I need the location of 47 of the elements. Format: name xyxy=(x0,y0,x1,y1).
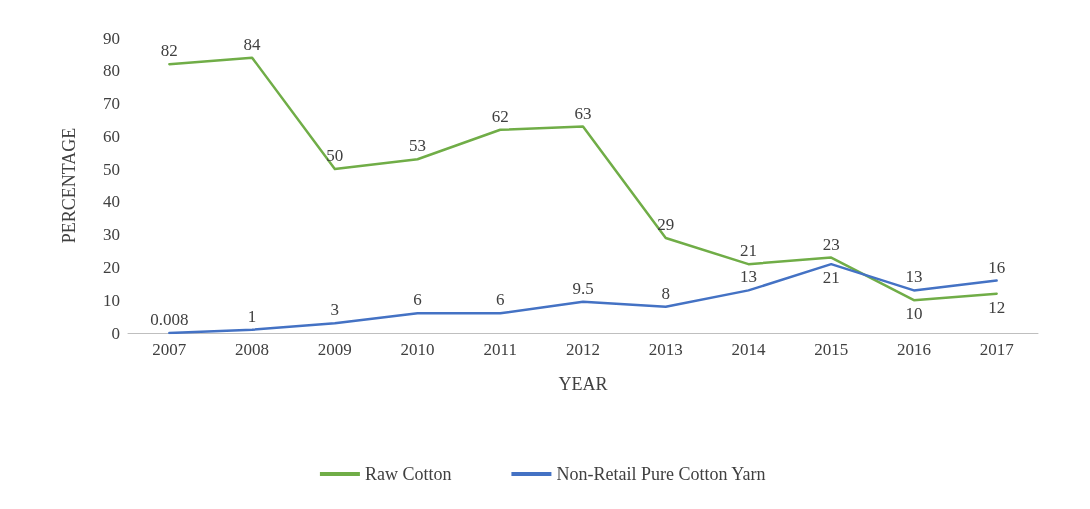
data-label: 82 xyxy=(160,41,178,61)
y-tick-label: 70 xyxy=(103,94,120,114)
data-label: 62 xyxy=(491,106,509,126)
data-label: 13 xyxy=(905,267,923,287)
data-label: 63 xyxy=(574,103,592,123)
data-label: 8 xyxy=(661,283,670,303)
data-label: 16 xyxy=(988,257,1006,277)
y-tick-label: 30 xyxy=(103,225,120,245)
y-tick-label: 40 xyxy=(103,192,120,212)
data-label: 84 xyxy=(243,34,262,54)
x-tick-label: 2009 xyxy=(317,340,352,359)
y-tick-label: 20 xyxy=(103,257,120,277)
x-tick-label: 2016 xyxy=(896,340,931,359)
x-tick-label: 2008 xyxy=(235,340,270,359)
data-label: 53 xyxy=(409,136,427,156)
data-label: 9.5 xyxy=(572,278,594,298)
data-label: 6 xyxy=(413,290,422,310)
legend-label: Raw Cotton xyxy=(364,464,452,484)
x-tick-label: 2015 xyxy=(814,340,849,359)
data-label: 50 xyxy=(326,146,344,166)
y-tick-label: 0 xyxy=(111,323,120,343)
y-tick-label: 60 xyxy=(103,126,120,146)
x-tick-label: 2011 xyxy=(483,340,517,359)
x-tick-label: 2013 xyxy=(648,340,683,359)
y-tick-label: 90 xyxy=(103,28,120,48)
data-label: 0.008 xyxy=(150,309,189,329)
data-label: 21 xyxy=(822,268,840,288)
x-tick-label: 2010 xyxy=(400,340,435,359)
data-label: 3 xyxy=(330,300,340,320)
x-axis-title: YEAR xyxy=(558,374,608,394)
y-tick-label: 80 xyxy=(103,61,120,81)
data-label: 12 xyxy=(988,297,1006,317)
data-label: 21 xyxy=(739,241,757,261)
data-label: 6 xyxy=(496,290,505,310)
x-tick-label: 2017 xyxy=(979,340,1015,359)
data-label: 29 xyxy=(657,214,675,234)
x-tick-label: 2012 xyxy=(566,340,600,359)
y-tick-label: 50 xyxy=(103,159,120,179)
data-label: 10 xyxy=(905,304,923,324)
data-label: 13 xyxy=(739,267,757,287)
data-label: 1 xyxy=(247,306,257,326)
legend-label: Non-Retail Pure Cotton Yarn xyxy=(556,464,766,484)
data-label: 23 xyxy=(822,234,840,254)
x-tick-label: 2007 xyxy=(152,340,187,359)
y-tick-label: 10 xyxy=(103,290,120,310)
y-axis-title: PERCENTAGE xyxy=(59,127,79,244)
x-tick-label: 2014 xyxy=(731,340,766,359)
